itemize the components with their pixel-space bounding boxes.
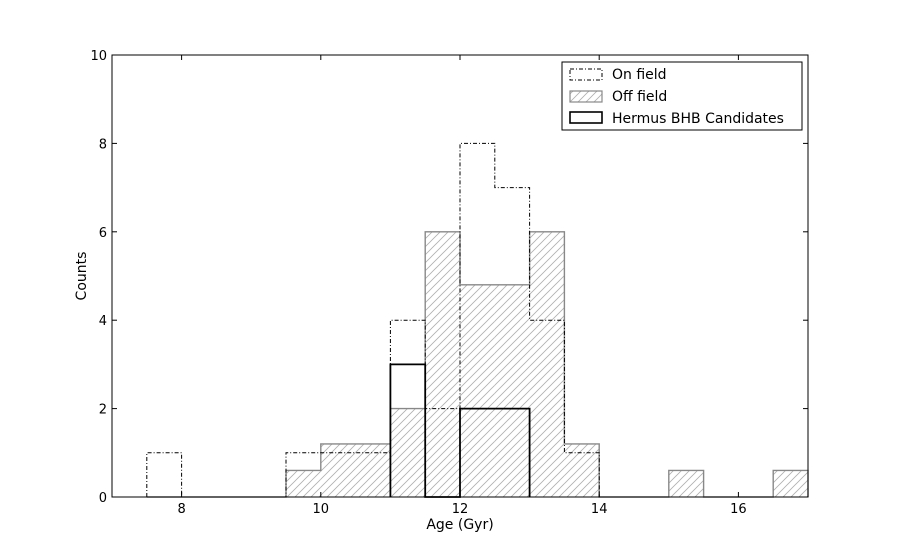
x-tick-label: 10 (313, 502, 330, 517)
y-tick-label: 6 (99, 226, 107, 241)
legend-label-hermus: Hermus BHB Candidates (612, 111, 784, 127)
y-tick-label: 10 (90, 49, 107, 64)
bin-bar (425, 231, 460, 498)
bin-bar (460, 284, 495, 497)
y-tick-label: 2 (99, 403, 107, 418)
series-layer (146, 142, 809, 498)
bin-bar (668, 470, 704, 497)
histogram-outline (146, 231, 809, 498)
bin-bar (529, 231, 565, 498)
y-tick-label: 8 (99, 137, 107, 152)
legend-label-off-field: Off field (612, 89, 667, 105)
x-tick-label: 8 (177, 502, 185, 517)
bin-bar (320, 443, 356, 497)
y-axis-label: Counts (74, 252, 90, 301)
x-axis-label: Age (Gyr) (426, 517, 493, 533)
legend-swatch-on-field (569, 68, 603, 81)
x-tick-label: 14 (591, 502, 608, 517)
bin-bar (494, 284, 530, 497)
ticks-layer: 8 10 12 14 16 0 2 4 6 8 10 (90, 49, 808, 517)
x-tick-label: 12 (452, 502, 469, 517)
bin-bar (286, 470, 321, 497)
bin-bar (564, 443, 600, 497)
legend: On field Off field Hermus BHB Candidates (561, 61, 803, 131)
legend-label-on-field: On field (612, 67, 667, 83)
legend-swatch-off-field (569, 90, 603, 103)
y-tick-label: 4 (99, 314, 107, 329)
bin-bar (355, 443, 391, 497)
bin-bar (390, 408, 426, 497)
y-tick-label: 0 (99, 491, 107, 506)
bin-bar (773, 470, 808, 497)
series-off-field (146, 231, 809, 498)
legend-swatch-hermus (569, 111, 603, 124)
x-tick-label: 16 (730, 502, 747, 517)
